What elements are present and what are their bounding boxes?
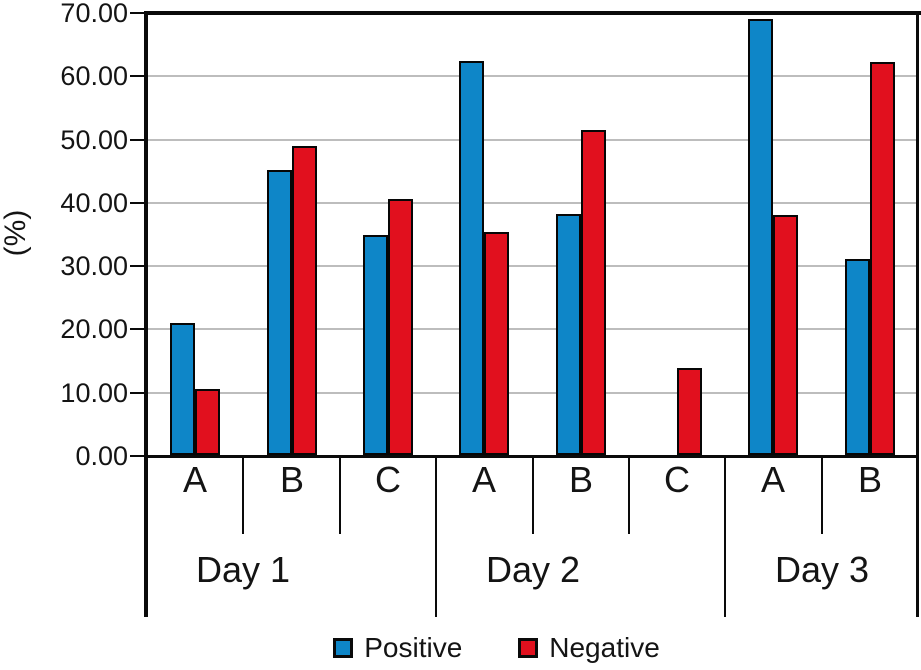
gridline-40 [148,202,916,204]
day-label-day1: Day 1 [195,549,291,590]
category-label-day2-c: C [664,459,690,500]
bar-negative-day1-c [388,199,413,455]
y-tick-label-50: 50.00 [60,125,128,155]
y-tick-label-0: 0.00 [75,441,128,471]
category-label-day2-a: A [471,459,496,500]
y-tick-label-10: 10.00 [60,378,128,408]
bar-positive-day2-b [556,214,581,455]
bar-positive-day1-b [267,170,292,455]
bar-positive-day2-a [459,61,484,455]
y-tick-mark-0 [130,455,146,457]
y-tick-label-70: 70.00 [60,0,128,28]
gridline-20 [148,328,916,330]
legend-color-negative [518,638,539,658]
category-label-day1-a: A [182,459,207,500]
bar-negative-day3-b [870,62,895,455]
y-tick-mark-70 [130,12,146,14]
x-axis-line [144,455,919,458]
category-separator [339,456,341,534]
legend-item-positive: Positive [333,634,462,662]
category-label-day1-c: C [375,459,401,500]
day-label-day3: Day 3 [774,549,870,590]
bar-negative-day1-a [195,389,220,455]
y-tick-label-60: 60.00 [60,61,128,91]
category-label-day2-b: B [568,459,593,500]
legend-label-negative: Negative [549,632,660,663]
category-label-day1-b: B [279,459,304,500]
legend: Positive Negative [0,634,921,662]
y-tick-label-40: 40.00 [60,188,128,218]
y-tick-mark-60 [130,75,146,77]
gridline-50 [148,139,916,141]
bar-negative-day2-b [581,130,606,455]
y-tick-mark-30 [130,265,146,267]
day-label-day2: Day 2 [485,549,581,590]
legend-item-negative: Negative [518,634,660,662]
bar-negative-day2-a [484,232,509,455]
bar-positive-day3-b [845,259,870,455]
legend-label-positive: Positive [364,632,463,663]
category-separator [821,456,823,534]
gridline-30 [148,265,916,267]
y-tick-mark-10 [130,392,146,394]
y-tick-label-30: 30.00 [60,251,128,281]
y-tick-mark-50 [130,139,146,141]
plot-border-right [916,11,919,617]
category-separator [532,456,534,534]
gridline-10 [148,392,916,394]
bar-positive-day1-a [170,323,195,455]
bar-positive-day3-a [748,19,773,455]
gridline-60 [148,75,916,77]
category-separator [242,456,244,534]
y-axis-line [144,11,148,617]
day-separator [435,456,437,617]
category-label-day3-a: A [760,459,785,500]
y-tick-mark-40 [130,202,146,204]
y-axis-title: (%) [0,209,32,257]
category-separator [628,456,630,534]
category-label-day3-b: B [857,459,882,500]
plot-border-top [144,11,921,15]
bar-negative-day1-b [292,146,317,455]
day-separator [724,456,726,617]
y-tick-mark-20 [130,328,146,330]
legend-color-positive [333,638,354,658]
bar-negative-day2-c [677,368,702,455]
bar-positive-day1-c [363,235,388,455]
bar-negative-day3-a [773,215,798,455]
y-tick-label-20: 20.00 [60,314,128,344]
